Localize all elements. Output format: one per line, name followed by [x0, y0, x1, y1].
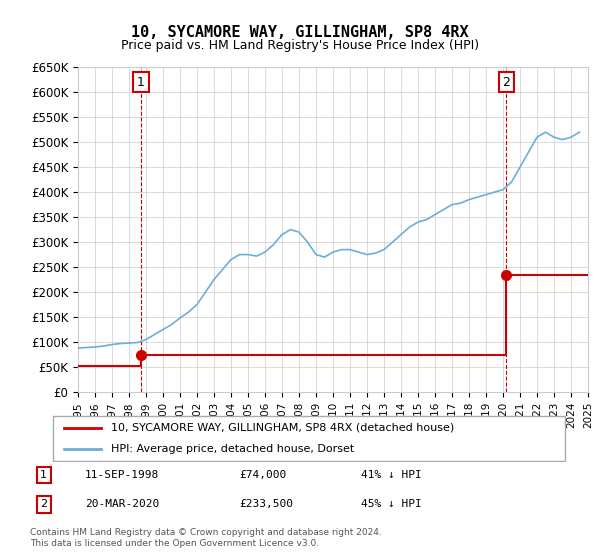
Text: Price paid vs. HM Land Registry's House Price Index (HPI): Price paid vs. HM Land Registry's House …	[121, 39, 479, 52]
Text: Contains HM Land Registry data © Crown copyright and database right 2024.: Contains HM Land Registry data © Crown c…	[30, 528, 382, 537]
Text: £74,000: £74,000	[240, 470, 287, 480]
Text: £233,500: £233,500	[240, 500, 294, 510]
Text: This data is licensed under the Open Government Licence v3.0.: This data is licensed under the Open Gov…	[30, 539, 319, 548]
Text: 2: 2	[40, 500, 47, 510]
Text: 41% ↓ HPI: 41% ↓ HPI	[361, 470, 422, 480]
Text: 20-MAR-2020: 20-MAR-2020	[85, 500, 160, 510]
Text: 1: 1	[137, 76, 145, 88]
FancyBboxPatch shape	[53, 416, 565, 461]
Text: 45% ↓ HPI: 45% ↓ HPI	[361, 500, 422, 510]
Text: 11-SEP-1998: 11-SEP-1998	[85, 470, 160, 480]
Text: 2: 2	[502, 76, 511, 88]
Text: 10, SYCAMORE WAY, GILLINGHAM, SP8 4RX: 10, SYCAMORE WAY, GILLINGHAM, SP8 4RX	[131, 25, 469, 40]
Text: 1: 1	[40, 470, 47, 480]
Text: 10, SYCAMORE WAY, GILLINGHAM, SP8 4RX (detached house): 10, SYCAMORE WAY, GILLINGHAM, SP8 4RX (d…	[112, 423, 455, 433]
Text: HPI: Average price, detached house, Dorset: HPI: Average price, detached house, Dors…	[112, 444, 355, 454]
